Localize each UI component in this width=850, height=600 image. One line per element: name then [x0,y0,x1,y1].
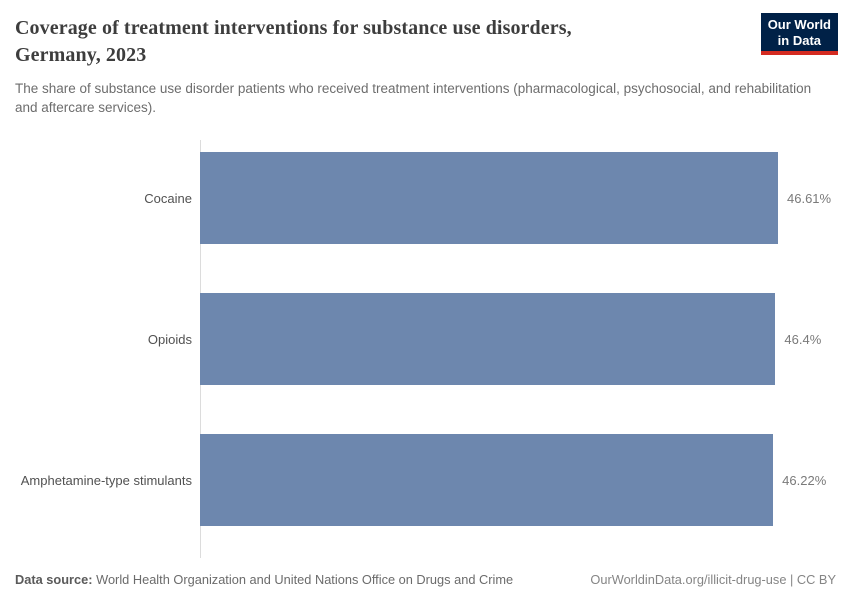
chart-subtitle: The share of substance use disorder pati… [15,81,812,115]
data-source: Data source: World Health Organization a… [15,572,513,588]
value-label: 46.4% [784,331,822,347]
owid-logo[interactable]: Our World in Data [760,13,838,55]
data-source-text: World Health Organization and United Nat… [96,572,514,587]
bar [200,152,778,244]
bar-row: Amphetamine-type stimulants 46.22% [0,434,850,526]
citation-link[interactable]: OurWorldinData.org/illicit-drug-use | CC… [590,572,836,587]
chart-title-line-2: Germany, 2023 [15,44,147,66]
data-source-label: Data source: [15,572,93,587]
chart-footer: Data source: World Health Organization a… [15,572,836,588]
bar-row: Cocaine 46.61% [0,152,850,244]
bar-chart: Cocaine 46.61% Opioids 46.4% Amphetamine… [0,140,850,558]
owid-logo-line-2: in Data [777,32,822,48]
chart-title-line-1: Coverage of treatment interventions for … [15,17,572,39]
bar [200,434,774,526]
value-label: 46.61% [787,190,832,206]
category-label: Opioids [147,331,192,347]
category-label: Amphetamine-type stimulants [20,472,192,488]
bar-rows-container: Cocaine 46.61% Opioids 46.4% Amphetamine… [0,152,850,526]
value-label: 46.22% [782,472,827,488]
chart-title: Coverage of treatment interventions for … [15,15,835,69]
owid-logo-line-1: Our World [767,17,831,32]
chart-header: Coverage of treatment interventions for … [15,15,835,117]
category-label: Cocaine [144,190,192,206]
bar [200,293,776,385]
bar-row: Opioids 46.4% [0,293,850,385]
